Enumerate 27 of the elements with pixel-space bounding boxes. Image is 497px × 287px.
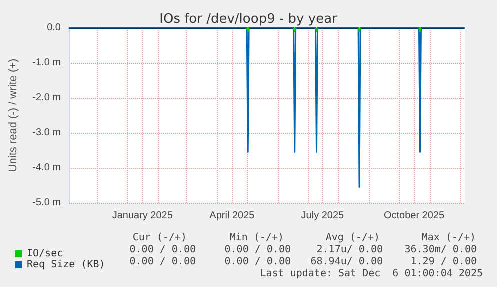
text: Min (-/+)	[230, 232, 284, 244]
text: 0.00 / 0.00	[224, 256, 291, 268]
y-tick-label: -1.0 m	[32, 58, 61, 68]
text: 0.00 / 0.00	[130, 244, 196, 256]
y-tick-label: -4.0 m	[32, 162, 61, 174]
text: 0.00 / 0.00	[224, 244, 291, 256]
y-axis-title: Units read (-) / write (+)	[8, 58, 20, 172]
text: 68.94u/ 0.00	[310, 256, 383, 268]
legend-label: Req Size (KB)	[27, 260, 106, 270]
x-tick-label: January 2025	[112, 210, 174, 222]
y-tick-label: -3.0 m	[32, 128, 61, 138]
text: 1.29 / 0.00	[410, 256, 477, 268]
x-tick-label: July 2025	[301, 210, 345, 222]
text: Cur (-/+)	[132, 232, 187, 244]
y-tick-label: -2.0 m	[32, 92, 61, 104]
legend-label: IO/sec	[27, 248, 64, 260]
text: Max (-/+)	[422, 232, 476, 244]
text: 36.30m/ 0.00	[404, 244, 477, 256]
text: 2.17u/ 0.00	[316, 244, 383, 256]
y-tick-label: -5.0 m	[32, 198, 61, 208]
x-tick-label: October 2025	[384, 210, 445, 222]
y-tick-label: 0.0	[47, 22, 62, 34]
text: Avg (-/+)	[326, 232, 380, 244]
text: 0.00 / 0.00	[130, 256, 196, 268]
text: Last update: Sat Dec 6 01:00:04 2025	[260, 268, 483, 280]
x-tick-label: April 2025	[210, 210, 256, 222]
chart-title: IOs for /dev/loop9 - by year	[160, 12, 338, 27]
